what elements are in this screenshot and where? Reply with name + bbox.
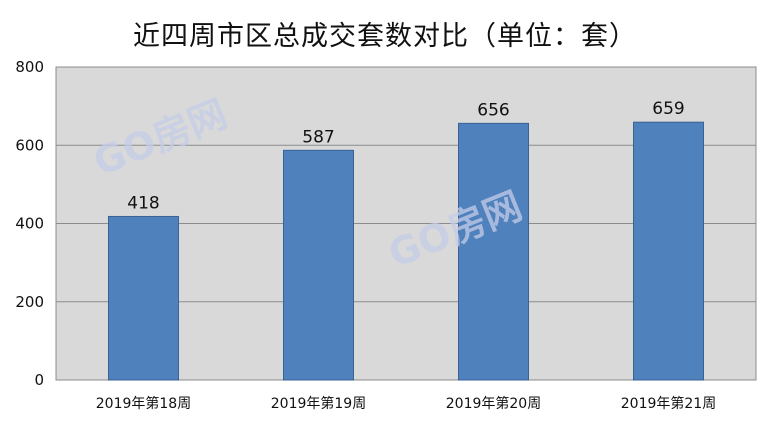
data-label: 418 [127, 193, 159, 213]
bar [108, 215, 179, 381]
bar [458, 122, 529, 381]
x-tick-label: 2019年第21周 [621, 395, 716, 412]
y-tick-label: 800 [15, 58, 44, 76]
data-label: 656 [477, 100, 509, 120]
data-label: 659 [652, 99, 684, 119]
data-label: 587 [302, 127, 334, 147]
bar [633, 121, 704, 381]
x-tick-label: 2019年第18周 [96, 395, 191, 412]
bar [283, 149, 354, 381]
x-axis-ticks: 2019年第18周 2019年第19周 2019年第20周 2019年第21周 [96, 395, 716, 412]
data-labels: 418 587 656 659 [127, 99, 684, 213]
y-tick-label: 200 [15, 293, 44, 311]
y-tick-label: 600 [15, 136, 44, 154]
y-tick-label: 0 [34, 371, 44, 389]
bars [108, 121, 704, 381]
chart-title: 近四周市区总成交套数对比（单位：套） [133, 21, 637, 52]
x-tick-label: 2019年第20周 [446, 395, 541, 412]
x-tick-label: 2019年第19周 [271, 395, 366, 412]
y-axis-ticks: 0 200 400 600 800 [15, 58, 44, 389]
y-tick-label: 400 [15, 215, 44, 233]
